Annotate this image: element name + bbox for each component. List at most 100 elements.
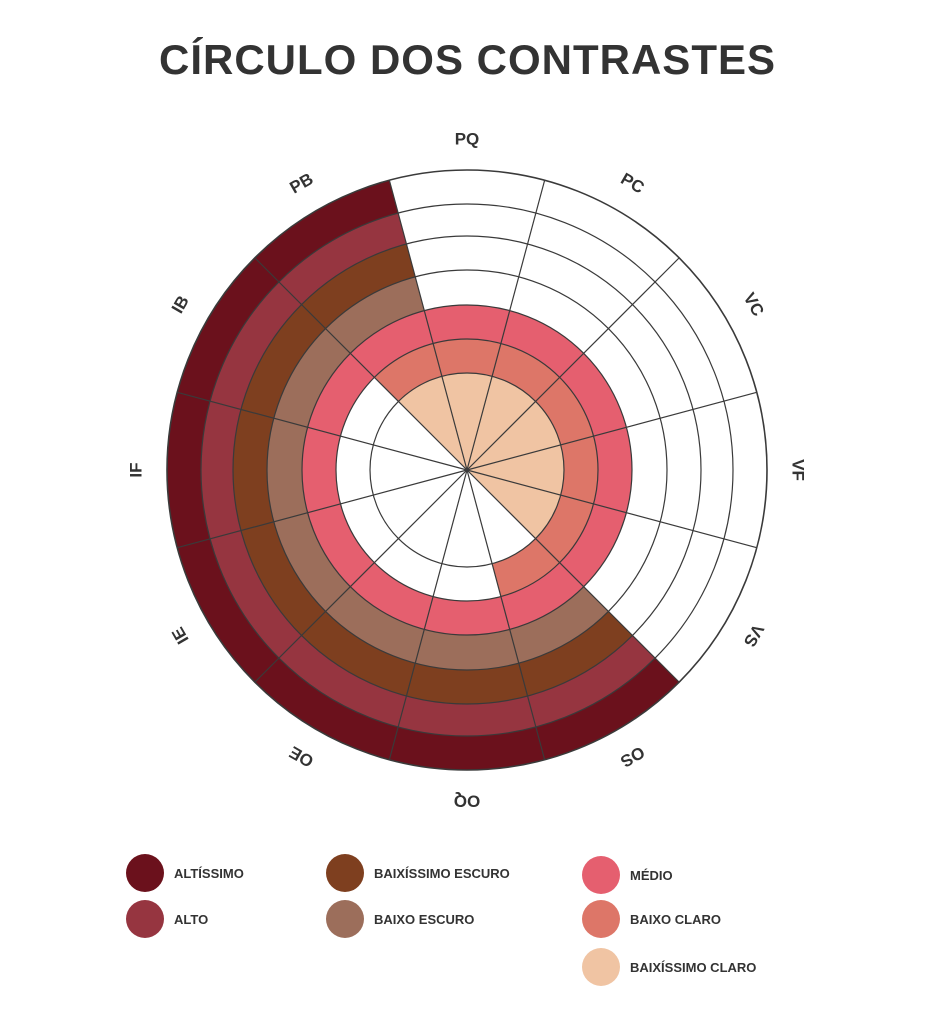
wheel-cell-os-baixo-claro <box>492 538 560 597</box>
wheel-cell-vf-medio <box>593 427 632 513</box>
sector-label-vf: VF <box>789 459 808 481</box>
wheel-cell-oe-medio <box>350 562 434 630</box>
wheel-cell-if-baixissimo-escuro <box>233 409 274 531</box>
wheel-cell-if-medio <box>302 427 341 513</box>
legend-swatch <box>582 948 620 986</box>
wheel-cell-os-baixissimo-escuro <box>518 611 633 697</box>
wheel-cell-ib-baixo-escuro <box>273 328 351 428</box>
wheel-cell-oe-baixissimo-escuro <box>301 611 416 697</box>
wheel-cell-ie-altissimo <box>177 538 279 683</box>
wheel-cell-if-baixissimo-claro <box>370 444 467 496</box>
legend-label: ALTO <box>174 911 209 927</box>
wheel-cell-oe-alto <box>278 635 407 727</box>
legend-item-altissimo: ALTÍSSIMO <box>126 854 244 892</box>
wheel-cell-pc-altissimo <box>535 180 680 282</box>
wheel-cell-vc-baixissimo-escuro <box>608 304 694 419</box>
wheel-cell-os-alto <box>527 635 656 727</box>
sector-label-ib: IB <box>168 292 193 316</box>
wheel-cell-pb-medio <box>350 310 434 378</box>
wheel-cell-oq-baixissimo-claro <box>441 470 493 567</box>
wheel-cell-pc-baixo-claro <box>492 343 560 402</box>
ring-line <box>200 203 734 737</box>
sector-label-vs: VS <box>740 621 768 650</box>
legend-swatch <box>582 856 620 894</box>
wheel-cell-ie-alto <box>210 530 302 659</box>
wheel-cell-pb-baixissimo-escuro <box>301 243 416 329</box>
legend-item-medio: MÉDIO <box>582 856 673 894</box>
legend-swatch <box>326 854 364 892</box>
wheel-cell-vs-alto <box>632 530 724 659</box>
legend-item-alto: ALTO <box>126 900 208 938</box>
wheel-cell-vf-baixissimo-claro <box>467 444 565 496</box>
wheel-cell-ib-altissimo <box>177 257 279 402</box>
wheel-cell-vc-baixo-claro <box>535 377 594 445</box>
wheel-cell-vs-baixo-claro <box>535 495 594 563</box>
legend-swatch <box>582 900 620 938</box>
wheel-cell-vs-baixissimo-claro <box>467 470 561 539</box>
wheel-cell-os-baixo-escuro <box>509 586 609 664</box>
wheel-cell-if-baixo-escuro <box>267 418 308 522</box>
wheel-cell-vf-baixo-claro <box>560 436 598 504</box>
wheel-cell-ie-medio <box>307 503 375 587</box>
wheel-cell-ib-medio <box>307 353 375 437</box>
wheel-cell-pb-baixo-escuro <box>325 276 425 354</box>
ring-line <box>369 372 565 568</box>
wheel-cell-ie-baixo-escuro <box>273 512 351 612</box>
wheel-cell-pq-baixo-claro <box>433 339 501 377</box>
wheel-cell-pq-altissimo <box>389 170 545 214</box>
wheel-cell-vf-altissimo <box>723 392 767 548</box>
wheel-cell-oq-medio <box>424 596 510 635</box>
sector-label-pc: PC <box>618 169 648 197</box>
wheel-cell-ib-baixissimo-claro <box>373 401 467 470</box>
page-title: CÍRCULO DOS CONTRASTES <box>158 36 776 83</box>
ring-line <box>266 269 668 671</box>
wheel-cell-vs-baixissimo-escuro <box>608 521 694 636</box>
legend-item-baixo-escuro: BAIXO ESCURO <box>326 900 474 938</box>
spoke-line <box>466 469 546 760</box>
wheel-cell-pb-altissimo <box>254 180 399 282</box>
wheel-cell-pc-baixo-escuro <box>509 276 609 354</box>
wheel-cell-pq-baixissimo-claro <box>441 373 493 470</box>
legend-swatch <box>126 900 164 938</box>
wheel-cell-if-alto <box>201 401 241 539</box>
spoke-line <box>388 180 468 471</box>
wheel-cell-ie-baixissimo-claro <box>373 470 467 539</box>
sector-label-oq: OQ <box>454 792 480 811</box>
wheel-cell-if-baixo-claro <box>336 436 374 504</box>
ring-line <box>232 235 702 705</box>
ring-line <box>301 304 633 636</box>
spoke-line <box>466 469 757 549</box>
sector-label-os: OS <box>617 742 648 771</box>
legend-label: MÉDIO <box>630 867 673 883</box>
wheel-cell-pb-baixo-claro <box>374 343 442 402</box>
wheel-cell-pb-baixissimo-claro <box>398 376 467 470</box>
wheel-cell-pq-baixissimo-escuro <box>406 236 528 277</box>
wheel-cell-vf-baixo-escuro <box>626 418 667 522</box>
spoke-line <box>466 257 680 471</box>
wheel-cell-pb-alto <box>278 213 407 305</box>
wheel-cell-vs-baixo-escuro <box>583 512 661 612</box>
spoke-line <box>254 469 468 683</box>
wheel-cell-vs-altissimo <box>655 538 757 683</box>
wheel-cell-vf-alto <box>693 401 734 539</box>
wheel-cell-pc-baixissimo-escuro <box>518 243 633 329</box>
wheel-cell-vc-altissimo <box>655 257 757 402</box>
legend-item-baixissimo-escuro: BAIXÍSSIMO ESCURO <box>326 854 510 892</box>
legend-label: ALTÍSSIMO <box>174 865 244 881</box>
spoke-line <box>177 391 468 471</box>
wheel-cell-pq-alto <box>398 204 536 244</box>
sector-label-pq: PQ <box>455 129 480 148</box>
wheel-cell-oe-baixissimo-claro <box>398 470 467 564</box>
wheel-cell-pq-baixo-escuro <box>415 270 519 311</box>
legend-label: BAIXÍSSIMO ESCURO <box>374 865 510 881</box>
wheel-cell-ie-baixo-claro <box>340 495 399 563</box>
spoke-line <box>466 391 757 471</box>
sector-label-ie: IE <box>168 624 192 647</box>
wheel-cell-os-altissimo <box>535 658 680 760</box>
spoke-line <box>466 180 546 471</box>
spoke-line <box>388 469 468 760</box>
wheel-cell-os-baixissimo-claro <box>467 470 536 564</box>
ring-line <box>166 169 768 771</box>
wheel-cell-oq-alto <box>398 696 536 736</box>
